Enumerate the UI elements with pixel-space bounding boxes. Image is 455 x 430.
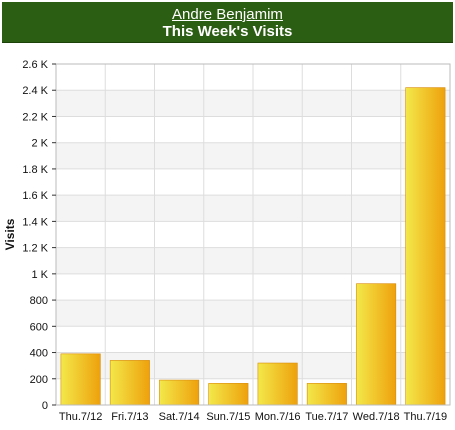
axes bbox=[55, 63, 451, 406]
y-tick-label: 2.2 K bbox=[22, 111, 48, 123]
y-tick-label: 1.8 K bbox=[22, 164, 48, 176]
y-tick-label: 800 bbox=[30, 295, 48, 307]
bars bbox=[60, 87, 446, 406]
y-tick-label: 1.6 K bbox=[22, 190, 48, 202]
bar-sun-7-15 bbox=[208, 383, 249, 406]
user-name-link[interactable]: Andre Benjamim bbox=[172, 6, 283, 23]
y-tick-label: 1 K bbox=[31, 269, 48, 281]
bar-thu-7-12 bbox=[60, 353, 101, 406]
bar-fri-7-13 bbox=[109, 360, 150, 406]
y-tick-label: 1.2 K bbox=[22, 243, 48, 255]
y-tick-label: 2.6 K bbox=[22, 59, 48, 71]
x-tick-label: Fri.7/13 bbox=[111, 411, 148, 423]
x-tick-label: Sat.7/14 bbox=[159, 411, 200, 423]
y-axis-label: Visits bbox=[3, 218, 17, 250]
y-tick-label: 2.4 K bbox=[22, 85, 48, 97]
x-tick-label: Mon.7/16 bbox=[255, 411, 301, 423]
chart-title: This Week's Visits bbox=[162, 23, 293, 40]
y-tick-labels: 0 200 400 600 800 1 K 1.2 K 1.4 K 1.6 K 1.8 K 2 K 2… bbox=[22, 59, 56, 412]
y-tick-label: 600 bbox=[30, 321, 48, 333]
plot-frame bbox=[55, 63, 451, 406]
y-tick-label: 0 bbox=[42, 400, 48, 412]
chart-header: Andre Benjamim This Week's Visits bbox=[2, 2, 453, 43]
y-tick-label: 1.4 K bbox=[22, 216, 48, 228]
y-tick-label: 400 bbox=[30, 348, 48, 360]
bar-thu-7-19 bbox=[405, 87, 446, 406]
x-tick-label: Sun.7/15 bbox=[206, 411, 250, 423]
y-tick-label: 200 bbox=[30, 374, 48, 386]
x-tick-label: Thu.7/19 bbox=[404, 411, 447, 423]
bar-mon-7-16 bbox=[257, 362, 298, 406]
x-tick-label: Thu.7/12 bbox=[59, 411, 102, 423]
x-tick-label: Tue.7/17 bbox=[305, 411, 348, 423]
y-tick-label: 2 K bbox=[31, 138, 48, 150]
x-tick-labels: Thu.7/12 Fri.7/13 Sat.7/14 Sun.7/15 Mon.7/16… bbox=[59, 411, 447, 423]
bar-tue-7-17 bbox=[306, 383, 347, 406]
x-tick-label: Wed.7/18 bbox=[353, 411, 400, 423]
bar-wed-7-18 bbox=[356, 283, 397, 406]
bar-sat-7-14 bbox=[159, 379, 200, 406]
